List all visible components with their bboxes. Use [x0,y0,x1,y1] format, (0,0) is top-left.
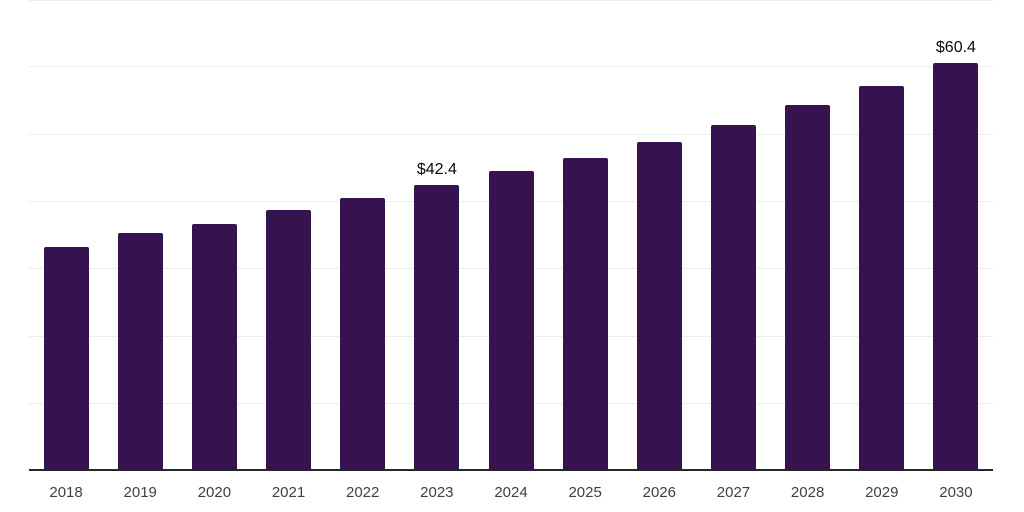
bar-2020 [191,224,237,471]
bar-2025 [562,158,608,471]
bar-2019 [117,233,163,471]
x-tick-label-2023: 2023 [420,484,454,501]
x-tick-label-2020: 2020 [197,484,232,501]
gridline-60 [29,66,993,67]
x-tick-label-2027: 2027 [716,484,751,501]
gridline-50 [29,134,993,135]
bar-2026 [636,142,682,471]
value-label-2023: $42.4 [416,161,457,178]
x-tick-label-2026: 2026 [642,484,676,501]
x-tick-label-2019: 2019 [123,484,157,501]
gridline-70 [29,0,993,1]
bar-2028 [785,105,831,471]
x-axis-line [29,469,993,471]
bar-2018 [43,247,89,471]
x-tick-label-2029: 2029 [865,484,899,501]
x-tick-label-2024: 2024 [494,484,528,501]
x-tick-label-2021: 2021 [271,484,306,501]
x-tick-label-2018: 2018 [49,484,83,501]
bar-2030 [933,63,979,471]
bar-2023 [414,185,460,471]
x-tick-label-2025: 2025 [568,484,602,501]
bar-2027 [710,125,756,471]
bar-2022 [340,198,386,471]
bar-2029 [859,86,905,471]
bar-2021 [266,210,312,471]
bar-2024 [488,171,534,471]
value-label-2030: $60.4 [935,39,976,56]
x-tick-label-2028: 2028 [790,484,825,501]
x-tick-label-2022: 2022 [346,484,380,501]
x-tick-label-2030: 2030 [939,484,973,501]
